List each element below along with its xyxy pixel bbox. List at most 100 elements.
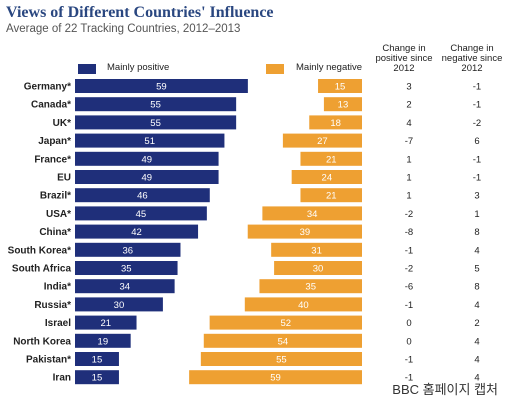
change-positive-value: 1 [406, 154, 411, 165]
change-negative-value: 5 [474, 264, 479, 275]
change-negative-value: 4 [474, 355, 479, 366]
bar-positive [75, 170, 219, 184]
bar-positive [75, 370, 119, 385]
change-negative-value: 4 [474, 245, 479, 256]
bar-negative-label: 27 [317, 136, 328, 147]
change-positive-value: -1 [405, 300, 413, 311]
change-positive-value: -1 [405, 355, 413, 366]
change-positive-value: 1 [406, 173, 411, 184]
image-caption: BBC 홈페이지 캡처 [392, 382, 498, 397]
change-negative-value: 8 [474, 227, 479, 238]
category-label: India* [44, 282, 71, 293]
category-label: South Africa [12, 264, 72, 275]
bar-positive [75, 97, 237, 112]
bar-negative [247, 224, 362, 239]
column-header-positive-change: Change in positive since 2012 [372, 44, 436, 74]
bar-positive [75, 352, 119, 366]
bar-negative-label: 30 [313, 264, 324, 275]
bar-positive-label: 42 [131, 227, 142, 238]
change-positive-value: -7 [405, 136, 413, 147]
bar-negative-label: 24 [322, 173, 333, 184]
bar-positive [75, 315, 137, 330]
change-negative-value: -1 [473, 82, 481, 93]
column-header-negative-line-2: negative since [441, 53, 503, 64]
bar-negative-label: 21 [326, 191, 337, 202]
bar-negative [200, 352, 362, 366]
column-header-negative-change: Change in negative since 2012 [440, 44, 504, 74]
category-label: Brazil* [40, 191, 71, 202]
column-header-positive-line-2: positive since [375, 53, 433, 64]
change-positive-value: 2 [406, 100, 411, 111]
legend-swatch-negative [266, 64, 284, 74]
bar-positive-label: 21 [100, 318, 111, 329]
bar-positive [75, 297, 163, 312]
change-negative-value: 4 [474, 300, 479, 311]
bar-positive-label: 55 [150, 100, 161, 111]
bar-negative [318, 79, 362, 93]
change-negative-value: -1 [473, 154, 481, 165]
bar-negative-label: 15 [335, 82, 346, 93]
bar-positive [75, 242, 181, 257]
change-negative-value: -2 [473, 118, 481, 129]
change-negative-value: 3 [474, 191, 479, 202]
bar-negative [274, 261, 362, 275]
change-positive-value: -2 [405, 264, 413, 275]
bar-positive [75, 115, 237, 130]
change-positive-value: 4 [406, 118, 411, 129]
change-positive-value: 3 [406, 82, 411, 93]
legend-label-negative: Mainly negative [296, 62, 363, 73]
bar-positive [75, 151, 219, 166]
bar-positive-label: 51 [144, 136, 155, 147]
bar-negative-label: 21 [326, 154, 337, 165]
category-label: Iran [53, 373, 71, 384]
change-positive-value: -1 [405, 245, 413, 256]
category-label: Canada* [31, 100, 71, 111]
bar-negative [203, 333, 362, 348]
bar-positive-label: 49 [141, 154, 152, 165]
bar-negative [259, 279, 362, 294]
column-header-negative-line-3: 2012 [461, 63, 483, 74]
chart-subtitle: Average of 22 Tracking Countries, 2012–2… [6, 23, 241, 35]
bar-positive [75, 79, 248, 93]
change-positive-value: 0 [406, 336, 411, 347]
change-negative-value: -1 [473, 173, 481, 184]
change-negative-value: 4 [474, 373, 479, 384]
bar-positive-label: 36 [122, 245, 133, 256]
bar-positive [75, 224, 199, 239]
bar-positive [75, 261, 178, 275]
category-label: USA* [46, 209, 71, 220]
bar-positive-label: 15 [92, 373, 103, 384]
category-label: France* [34, 154, 71, 165]
change-positive-value: -6 [405, 282, 413, 293]
bar-positive [75, 206, 207, 221]
bar-positive-label: 19 [98, 336, 109, 347]
bar-negative [189, 370, 362, 385]
legend-label-positive: Mainly positive [107, 62, 170, 73]
change-negative-value: 1 [474, 209, 479, 220]
change-positive-value: -8 [405, 227, 413, 238]
chart-title: Views of Different Countries' Influence [6, 4, 274, 21]
bar-positive-label: 45 [136, 209, 147, 220]
change-positive-value: 1 [406, 191, 411, 202]
change-positive-value: -2 [405, 209, 413, 220]
bar-negative-label: 59 [270, 373, 281, 384]
category-label: Russia* [34, 300, 71, 311]
bar-negative [323, 97, 362, 112]
bar-positive-label: 46 [137, 191, 148, 202]
bar-negative-label: 40 [298, 300, 309, 311]
bar-negative [282, 133, 362, 148]
change-negative-value: 4 [474, 336, 479, 347]
bar-positive-label: 49 [141, 173, 152, 184]
bar-positive-label: 30 [114, 300, 125, 311]
bar-positive-label: 35 [121, 264, 132, 275]
bar-negative-label: 18 [330, 118, 341, 129]
bar-positive [75, 133, 225, 148]
bar-negative [262, 206, 362, 221]
bar-positive-label: 59 [156, 82, 167, 93]
category-label: China* [39, 227, 71, 238]
bar-negative-label: 54 [278, 336, 289, 347]
change-negative-value: 6 [474, 136, 479, 147]
bar-negative [209, 315, 362, 330]
category-label: Japan* [38, 136, 71, 147]
